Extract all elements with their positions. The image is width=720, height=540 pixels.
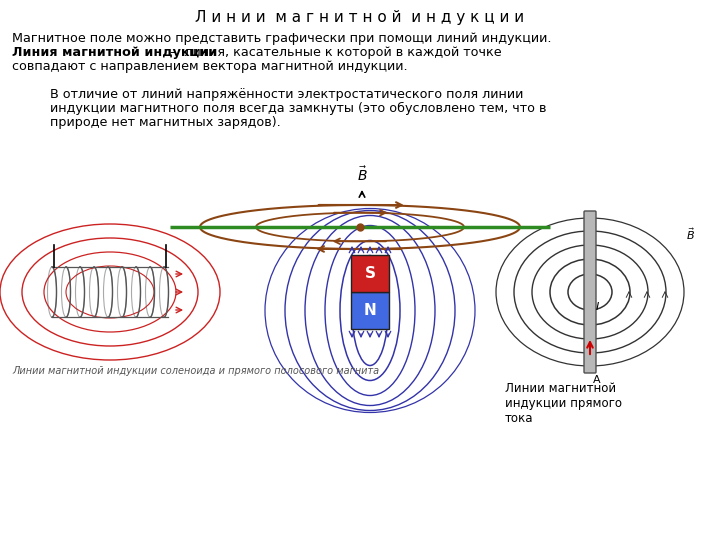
Text: N: N [364,303,377,318]
Text: A: A [593,375,600,385]
Text: Л и н и и  м а г н и т н о й  и н д у к ц и и: Л и н и и м а г н и т н о й и н д у к ц … [195,10,525,25]
Text: Магнитное поле можно представить графически при помощи линий индукции.: Магнитное поле можно представить графиче… [12,32,552,45]
Text: индукции магнитного поля всегда замкнуты (это обусловлено тем, что в: индукции магнитного поля всегда замкнуты… [50,102,546,115]
Text: $\vec{B}$: $\vec{B}$ [686,226,695,242]
Text: Линии магнитной
индукции прямого
тока: Линии магнитной индукции прямого тока [505,382,622,425]
Text: В отличие от линий напряжённости электростатического поля линии: В отличие от линий напряжённости электро… [50,88,523,101]
Text: S: S [364,266,376,281]
Text: –  линия, касательные к которой в каждой точке: – линия, касательные к которой в каждой … [166,46,502,59]
Text: I: I [596,302,599,312]
FancyBboxPatch shape [584,211,596,373]
Text: природе нет магнитных зарядов).: природе нет магнитных зарядов). [50,116,281,129]
Text: Линия магнитной индукции: Линия магнитной индукции [12,46,217,59]
Text: $\vec{B}$: $\vec{B}$ [356,165,367,184]
Text: Линии магнитной индукции соленоида и прямого полосового магнита: Линии магнитной индукции соленоида и пря… [12,366,379,376]
Bar [351,292,389,329]
Bar [351,255,389,292]
Text: совпадают с направлением вектора магнитной индукции.: совпадают с направлением вектора магнитн… [12,60,408,73]
